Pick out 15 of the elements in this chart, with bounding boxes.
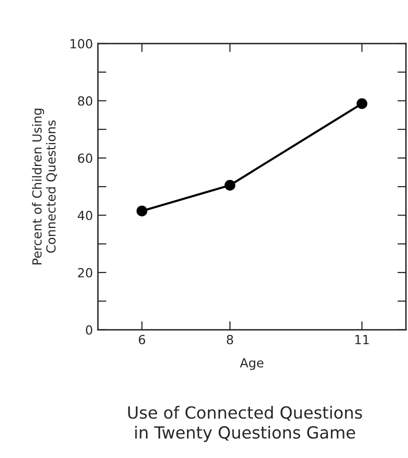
y-tick-label: 40	[78, 210, 92, 220]
point	[136, 206, 148, 216]
x-tick-label: 6	[138, 334, 146, 344]
point	[356, 98, 368, 110]
y-tick-label: 0	[86, 325, 92, 335]
point	[224, 180, 236, 191]
y-tick-label: 80	[78, 96, 92, 106]
x-axis-title: Age	[240, 358, 264, 370]
x-tick-label: 8	[226, 334, 234, 344]
y-tick-label: 100	[70, 38, 92, 48]
y-tick-label: 20	[78, 268, 92, 278]
x-tick-label: 11	[355, 335, 369, 344]
y-tick-label: 60	[78, 153, 92, 163]
y-axis-title: Percent of Children Using Connected Questions	[32, 108, 58, 264]
text: Use of Connected Questions in Twenty Questions Game	[128, 406, 362, 442]
